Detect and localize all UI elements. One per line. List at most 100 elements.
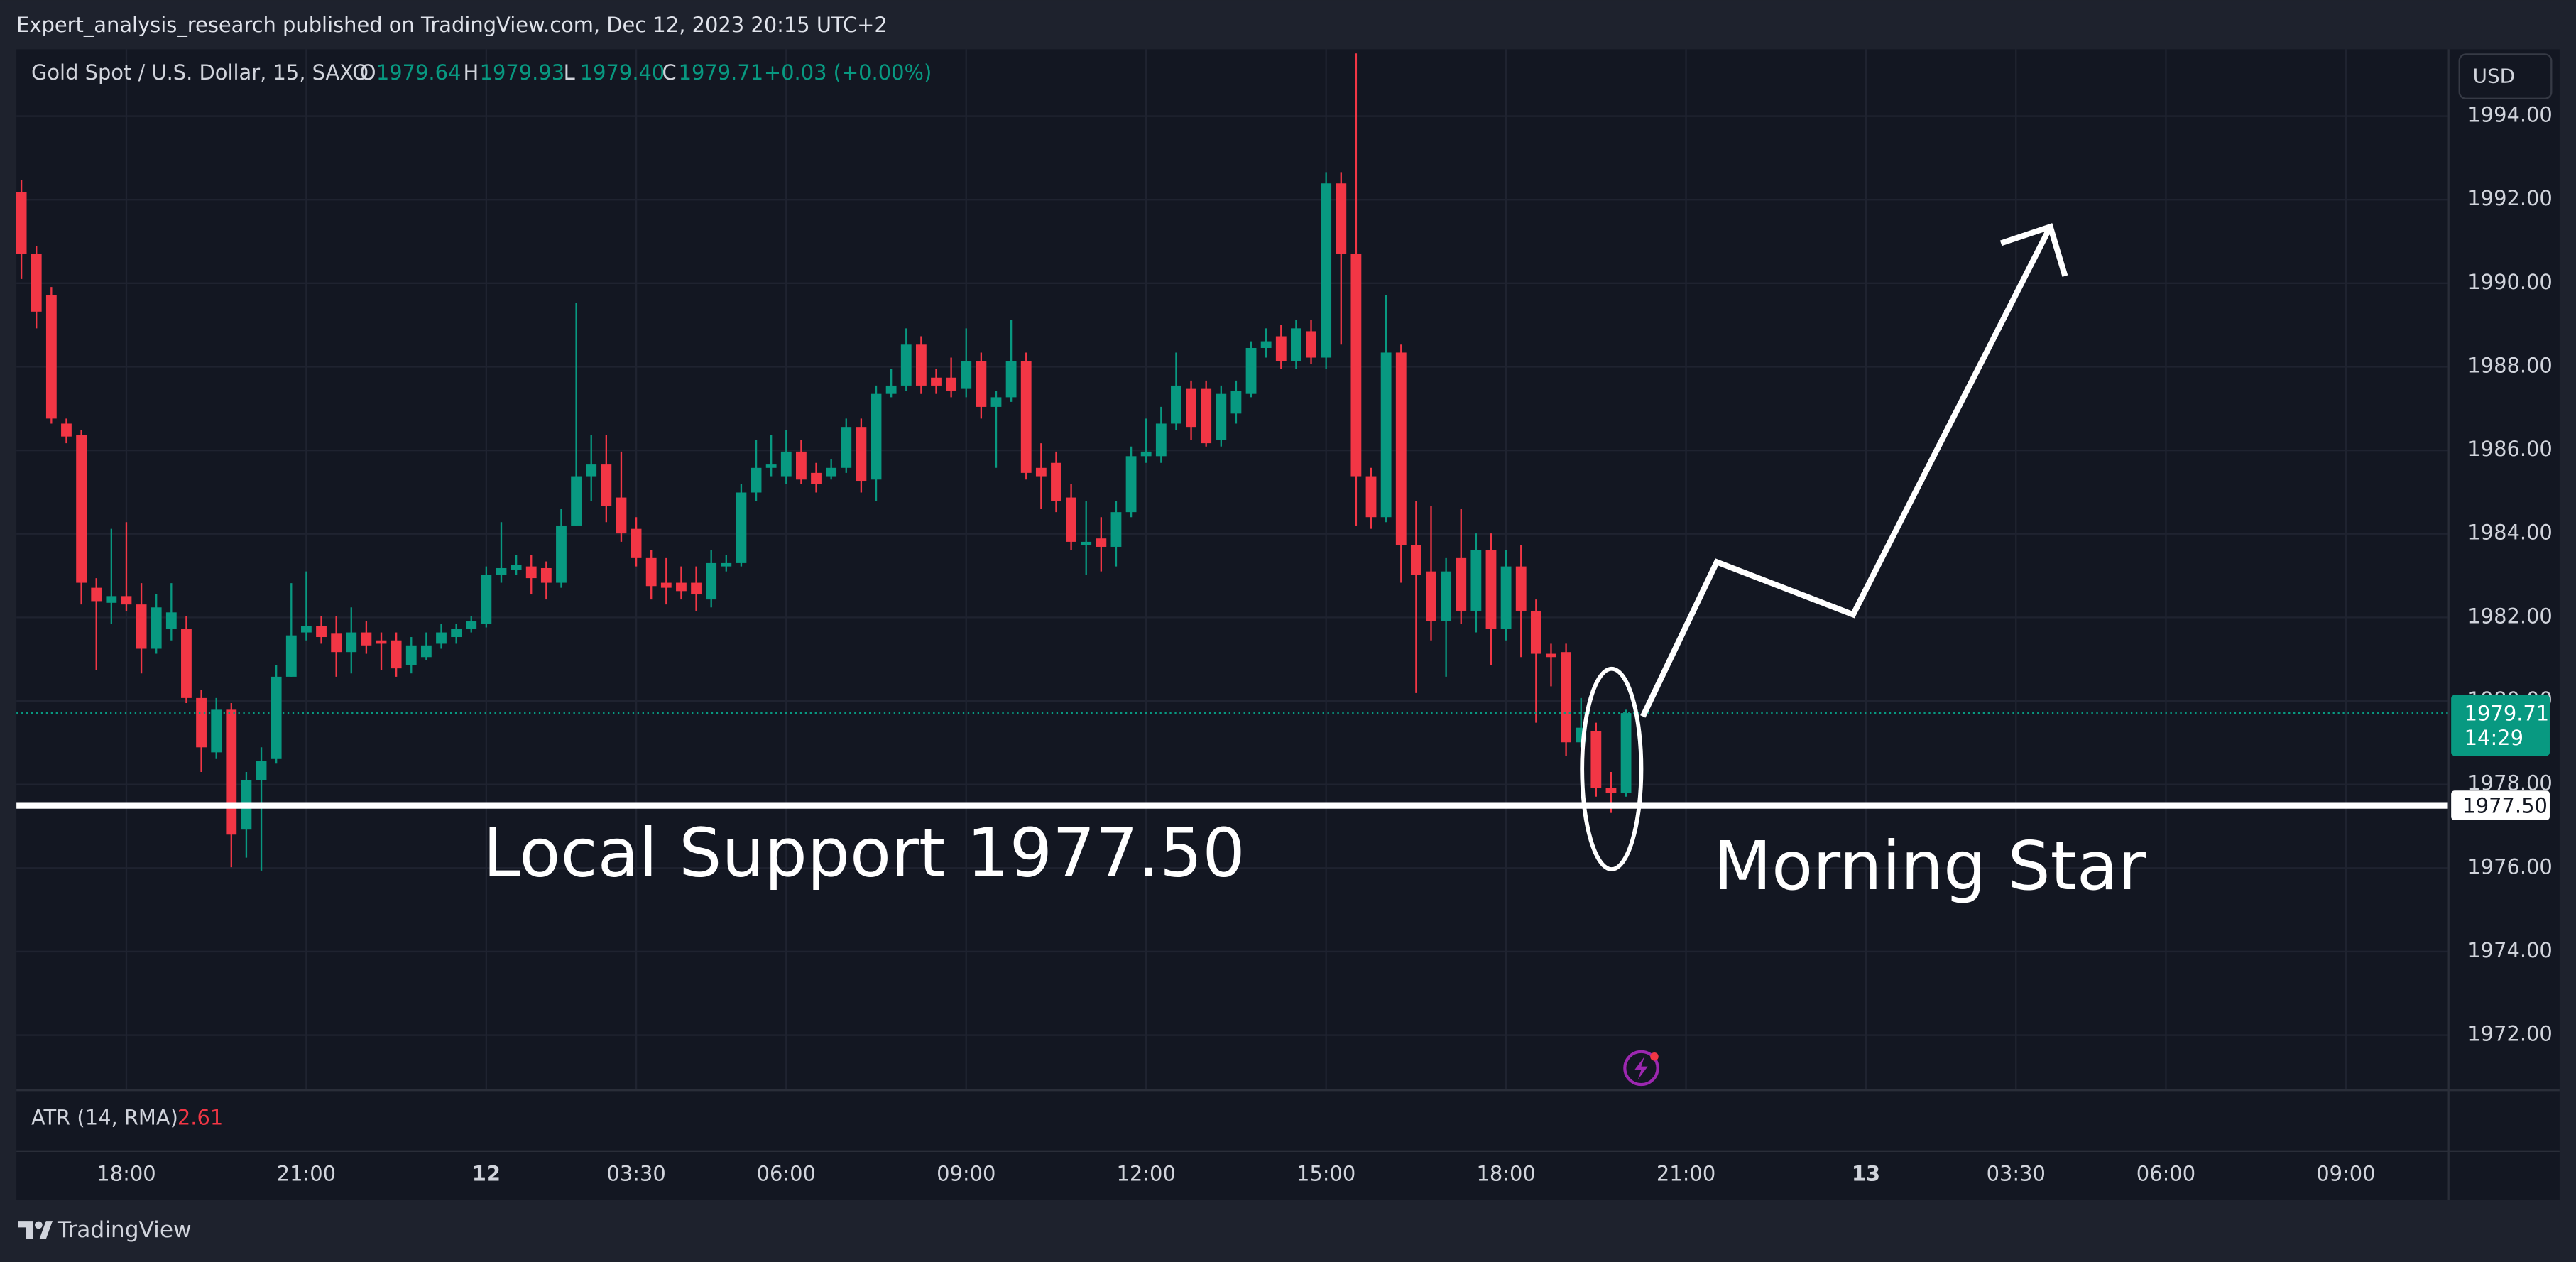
logo	[18, 1221, 53, 1239]
candle-body	[361, 632, 372, 646]
candle-body	[301, 626, 312, 633]
x-tick-label: 21:00	[277, 1161, 336, 1185]
x-tick-label: 18:00	[97, 1161, 155, 1185]
candle-body	[466, 621, 477, 629]
candle-body	[1470, 550, 1482, 611]
candle-body	[151, 607, 162, 649]
symbol-title: Gold Spot / U.S. Dollar, 15, SAXO	[31, 60, 369, 85]
candle-body	[1125, 456, 1137, 513]
y-tick-label: 1992.00	[2467, 186, 2553, 210]
x-tick-label: 06:00	[2136, 1161, 2195, 1185]
candle-body	[1620, 713, 1632, 794]
candle-body	[1186, 388, 1196, 428]
candle-body	[1380, 352, 1392, 518]
candle-body	[61, 423, 72, 437]
candle-body	[1051, 462, 1061, 501]
ohlc-value: 1979.64	[376, 60, 462, 85]
candle-body	[780, 451, 792, 477]
y-tick-label: 1972.00	[2467, 1022, 2553, 1046]
candle-body	[331, 633, 342, 653]
price-change: +0.03 (+0.00%)	[764, 60, 932, 85]
arrow-head	[1999, 223, 2068, 277]
candle-body	[915, 344, 927, 386]
annotation: Morning Star	[1713, 827, 2146, 905]
ohlc-key: H	[463, 60, 479, 85]
candle-body	[1140, 451, 1152, 457]
candle-body	[1096, 538, 1107, 547]
ohlc-value: 1979.71	[679, 60, 764, 85]
candle-body	[1245, 347, 1257, 394]
annotation: Local Support 1977.50	[483, 815, 1245, 893]
candle-body	[1350, 254, 1362, 477]
y-tick-label: 1984.00	[2467, 521, 2553, 545]
x-tick-label: 09:00	[937, 1161, 995, 1185]
candle-body	[1230, 390, 1242, 414]
candle-body	[271, 676, 282, 759]
candle-body	[1365, 476, 1377, 518]
brand: TradingView	[57, 1217, 192, 1243]
alert-bolt	[1634, 1056, 1648, 1080]
ohlc-value: 1979.93	[480, 60, 565, 85]
candle-body	[316, 626, 327, 638]
x-tick-label: 12:00	[1117, 1161, 1176, 1185]
candle-body	[736, 492, 747, 563]
indicator-name: ATR (14, RMA)	[31, 1106, 178, 1130]
y-tick-label: 1986.00	[2467, 437, 2553, 461]
candle-body	[496, 567, 507, 575]
alert-icon[interactable]	[1623, 1050, 1659, 1087]
y-tick-label: 1994.00	[2467, 103, 2553, 127]
candle-body	[946, 377, 957, 391]
ohlc-key: C	[662, 60, 676, 85]
candle-body	[1020, 361, 1032, 473]
candle-body	[586, 464, 597, 477]
candle-body	[1005, 361, 1017, 398]
y-tick-label: 1982.00	[2467, 604, 2553, 628]
candle-body	[1441, 571, 1452, 621]
candle-body	[976, 361, 987, 407]
alert-dot	[1650, 1052, 1659, 1061]
candle-body	[211, 709, 222, 753]
candle-body	[900, 344, 912, 386]
logo-mark	[18, 1221, 33, 1239]
candle-body	[1306, 331, 1316, 358]
candle-body	[1171, 385, 1181, 424]
candle-body	[691, 582, 702, 595]
x-tick-label: 09:00	[2316, 1161, 2375, 1185]
candle-body	[660, 582, 672, 588]
candle-body	[676, 582, 687, 592]
candle-body	[1336, 183, 1347, 254]
candle-body	[1066, 497, 1076, 542]
ohlc-key: O	[360, 60, 376, 85]
candle-body	[106, 596, 117, 603]
chart-pane	[16, 49, 2560, 1200]
candle-body	[961, 361, 972, 389]
candle-body	[931, 377, 942, 386]
candle-body	[631, 528, 642, 558]
candle-body	[511, 565, 522, 570]
candle-body	[1035, 467, 1047, 477]
candle-body	[31, 254, 42, 312]
candle-body	[556, 525, 567, 583]
countdown: 14:29	[2465, 726, 2523, 750]
candle-body	[540, 567, 552, 583]
candle-body	[1110, 512, 1122, 547]
candle-body	[1485, 550, 1497, 629]
candle-body	[346, 632, 357, 653]
x-tick-label: 15:00	[1297, 1161, 1355, 1185]
currency-button[interactable]	[2458, 53, 2553, 99]
x-tick-label: 21:00	[1657, 1161, 1715, 1185]
indicator-value: 2.61	[178, 1106, 223, 1130]
candle-body	[885, 385, 897, 394]
candle-body	[1410, 545, 1421, 575]
candle-body	[136, 604, 147, 649]
y-tick-label: 1976.00	[2467, 854, 2553, 878]
candle-body	[1155, 423, 1167, 457]
candle-body	[481, 575, 492, 624]
candle-body	[436, 632, 447, 644]
x-tick-label: 03:30	[606, 1161, 665, 1185]
candle-body	[1456, 557, 1467, 611]
candle-body	[1216, 393, 1227, 440]
candle-body	[376, 640, 387, 644]
candle-body	[990, 397, 1002, 407]
